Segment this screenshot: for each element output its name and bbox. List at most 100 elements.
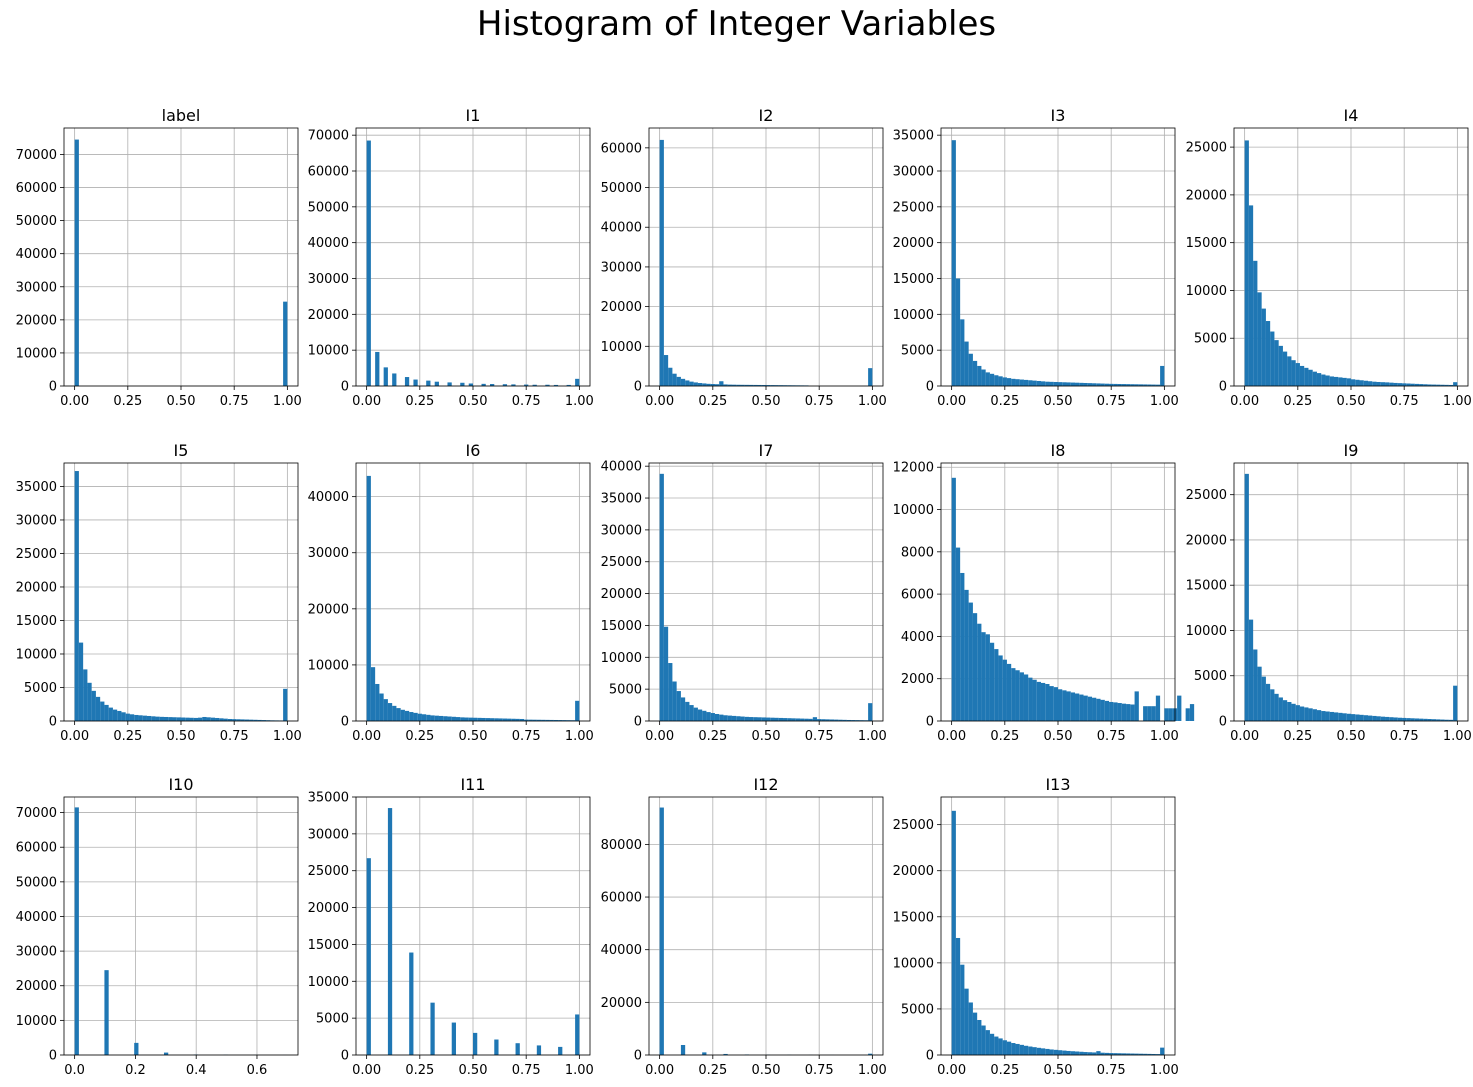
histogram-bar: [1002, 1040, 1007, 1055]
x-tick-label: 0.75: [512, 729, 541, 744]
y-tick-label: 40000: [601, 221, 642, 236]
histogram-bar: [168, 717, 173, 721]
histogram-bar: [680, 697, 686, 721]
histogram-bar: [253, 719, 258, 721]
histogram-bar: [981, 369, 986, 386]
y-tick-label: 40000: [308, 236, 349, 251]
y-tick-label: 25000: [16, 547, 57, 562]
histogram-bar: [558, 1046, 563, 1055]
y-tick-label: 25000: [893, 200, 934, 215]
histogram-bar: [1147, 706, 1152, 721]
y-tick-label: 50000: [308, 200, 349, 215]
histogram-bar: [972, 613, 978, 721]
histogram-bar: [443, 716, 448, 721]
y-tick-label: 0: [49, 1049, 57, 1064]
y-tick-label: 25000: [1186, 488, 1227, 503]
histogram-bar: [1096, 698, 1101, 721]
histogram-bar: [727, 715, 732, 721]
subplot-title: I10: [168, 775, 193, 794]
histogram-bar: [1410, 383, 1415, 386]
histogram-bar: [1143, 706, 1148, 721]
histogram-bar: [1406, 718, 1411, 721]
histogram-bar: [1308, 369, 1313, 386]
histogram-bar: [494, 718, 499, 721]
histogram-bar: [545, 384, 550, 386]
y-tick-label: 20000: [308, 901, 349, 916]
histogram-bar: [1053, 1049, 1058, 1055]
histogram-bar: [710, 384, 715, 386]
histogram-bar: [117, 710, 122, 721]
histogram-bar: [1346, 713, 1351, 721]
histogram-bar: [379, 693, 384, 721]
histogram-bar: [1278, 697, 1283, 721]
y-tick-label: 20000: [601, 996, 642, 1011]
x-tick-label: 0.75: [805, 729, 834, 744]
histogram-bar: [1011, 378, 1016, 386]
x-tick-label: 0.00: [60, 394, 89, 409]
histogram-bar: [998, 655, 1003, 721]
histogram-bar: [1117, 1053, 1122, 1055]
y-tick-label: 25000: [893, 818, 934, 833]
x-tick-label: 1.00: [858, 1063, 887, 1078]
histogram-bar: [383, 367, 388, 386]
histogram-bar: [977, 1019, 982, 1055]
histogram-bar: [176, 717, 181, 721]
x-tick-label: 0.50: [1337, 729, 1366, 744]
y-tick-label: 20000: [893, 236, 934, 251]
histogram-bar: [240, 719, 245, 721]
histogram-bar: [575, 700, 580, 721]
histogram-bar: [104, 704, 109, 721]
y-tick-label: 60000: [16, 181, 57, 196]
histogram-bar: [1117, 703, 1122, 721]
histogram-bar: [994, 649, 999, 721]
histogram-bar: [74, 807, 79, 1055]
histogram-bar: [468, 717, 473, 721]
histogram-bar: [1087, 383, 1093, 386]
histogram-bar: [668, 367, 673, 386]
histogram-bar: [198, 717, 203, 721]
histogram-bar: [1138, 1053, 1144, 1055]
histogram-bar: [1185, 708, 1190, 721]
histogram-bar: [1329, 376, 1334, 386]
histogram-bar: [400, 709, 405, 721]
x-tick-label: 0.75: [1390, 729, 1419, 744]
histogram-bar: [1028, 1046, 1033, 1055]
histogram-bar: [744, 384, 749, 386]
histogram-bar: [1062, 690, 1067, 721]
histogram-bar: [78, 642, 84, 721]
y-tick-label: 15000: [893, 272, 934, 287]
histogram-bar: [1389, 382, 1394, 386]
histogram-bar: [659, 139, 664, 386]
y-tick-label: 2000: [901, 672, 934, 687]
histogram-bar: [1006, 663, 1012, 721]
histogram-bar: [1011, 668, 1016, 721]
histogram-bar: [685, 380, 690, 386]
histogram-bar: [1325, 711, 1330, 721]
y-tick-label: 30000: [308, 272, 349, 287]
histogram-bar: [1282, 700, 1288, 721]
y-tick-label: 35000: [893, 129, 934, 144]
histogram-bar: [753, 717, 758, 721]
histogram-bar: [1066, 382, 1071, 386]
x-tick-label: 0.75: [220, 394, 249, 409]
y-tick-label: 5000: [24, 681, 57, 696]
histogram-bar: [490, 384, 495, 386]
histogram-bar: [1147, 384, 1152, 386]
histogram-bar: [134, 1042, 139, 1055]
histogram-bar: [1397, 717, 1403, 721]
y-tick-label: 10000: [601, 340, 642, 355]
y-tick-label: 15000: [1186, 579, 1227, 594]
histogram-bar: [1359, 380, 1364, 386]
histogram-bar: [1291, 703, 1296, 721]
histogram-bar: [1368, 381, 1373, 386]
y-tick-label: 30000: [893, 165, 934, 180]
histogram-bar: [1092, 697, 1097, 721]
histogram-bar: [1130, 384, 1135, 386]
histogram-bar: [1109, 1053, 1114, 1055]
subplot-title: I6: [466, 441, 481, 460]
histogram-bar: [502, 384, 508, 386]
histogram-bar: [1380, 382, 1386, 386]
y-tick-label: 5000: [609, 683, 642, 698]
histogram-bar: [1414, 383, 1420, 386]
x-tick-label: 0.2: [125, 1063, 146, 1078]
